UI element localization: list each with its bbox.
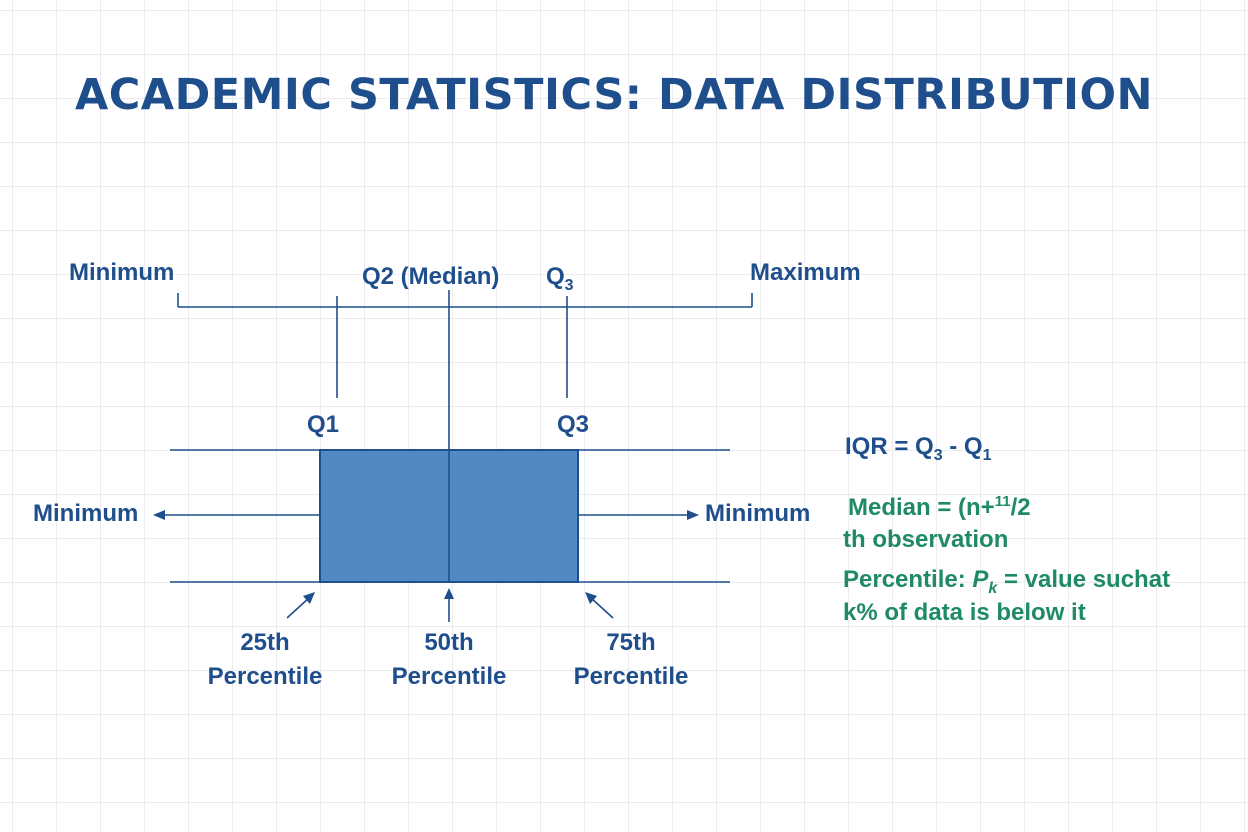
right-whisker-arrowhead: [687, 510, 699, 520]
p75-arrow-line: [589, 596, 614, 619]
top-q3-label: Q3: [546, 263, 574, 294]
iqr-formula: IQR = Q3 - Q1: [845, 433, 992, 464]
q2-median-label: Q2 (Median): [362, 263, 500, 290]
p25-arrow-line: [286, 596, 311, 619]
percentile-50-label: 50th Percentile: [391, 629, 507, 690]
left-minimum-label: Minimum: [33, 500, 139, 527]
median-formula-line2: th observation: [843, 526, 1009, 553]
percentile-formula-line2: k% of data is below it: [843, 599, 1086, 626]
p25-arrowhead: [303, 592, 315, 604]
left-whisker-arrowhead: [153, 510, 165, 520]
percentile-75-label: 75th Percentile: [573, 629, 689, 690]
p50-arrowhead: [444, 588, 454, 599]
top-minimum-label: Minimum: [69, 259, 175, 286]
p75-arrowhead: [585, 592, 597, 604]
top-maximum-label: Maximum: [750, 259, 861, 286]
percentile-25-label: 25th Percentile: [207, 629, 323, 690]
page-title: ACADEMIC STATISTICS: DATA DISTRIBUTION: [74, 70, 1154, 120]
percentile-formula-line1: Percentile: Pk = value suchat: [843, 566, 1171, 597]
right-minimum-label: Minimum: [705, 500, 811, 527]
q3-label: Q3: [557, 411, 590, 438]
q1-label: Q1: [307, 411, 340, 438]
median-formula-line1: Median = (n+11/2: [848, 493, 1031, 521]
